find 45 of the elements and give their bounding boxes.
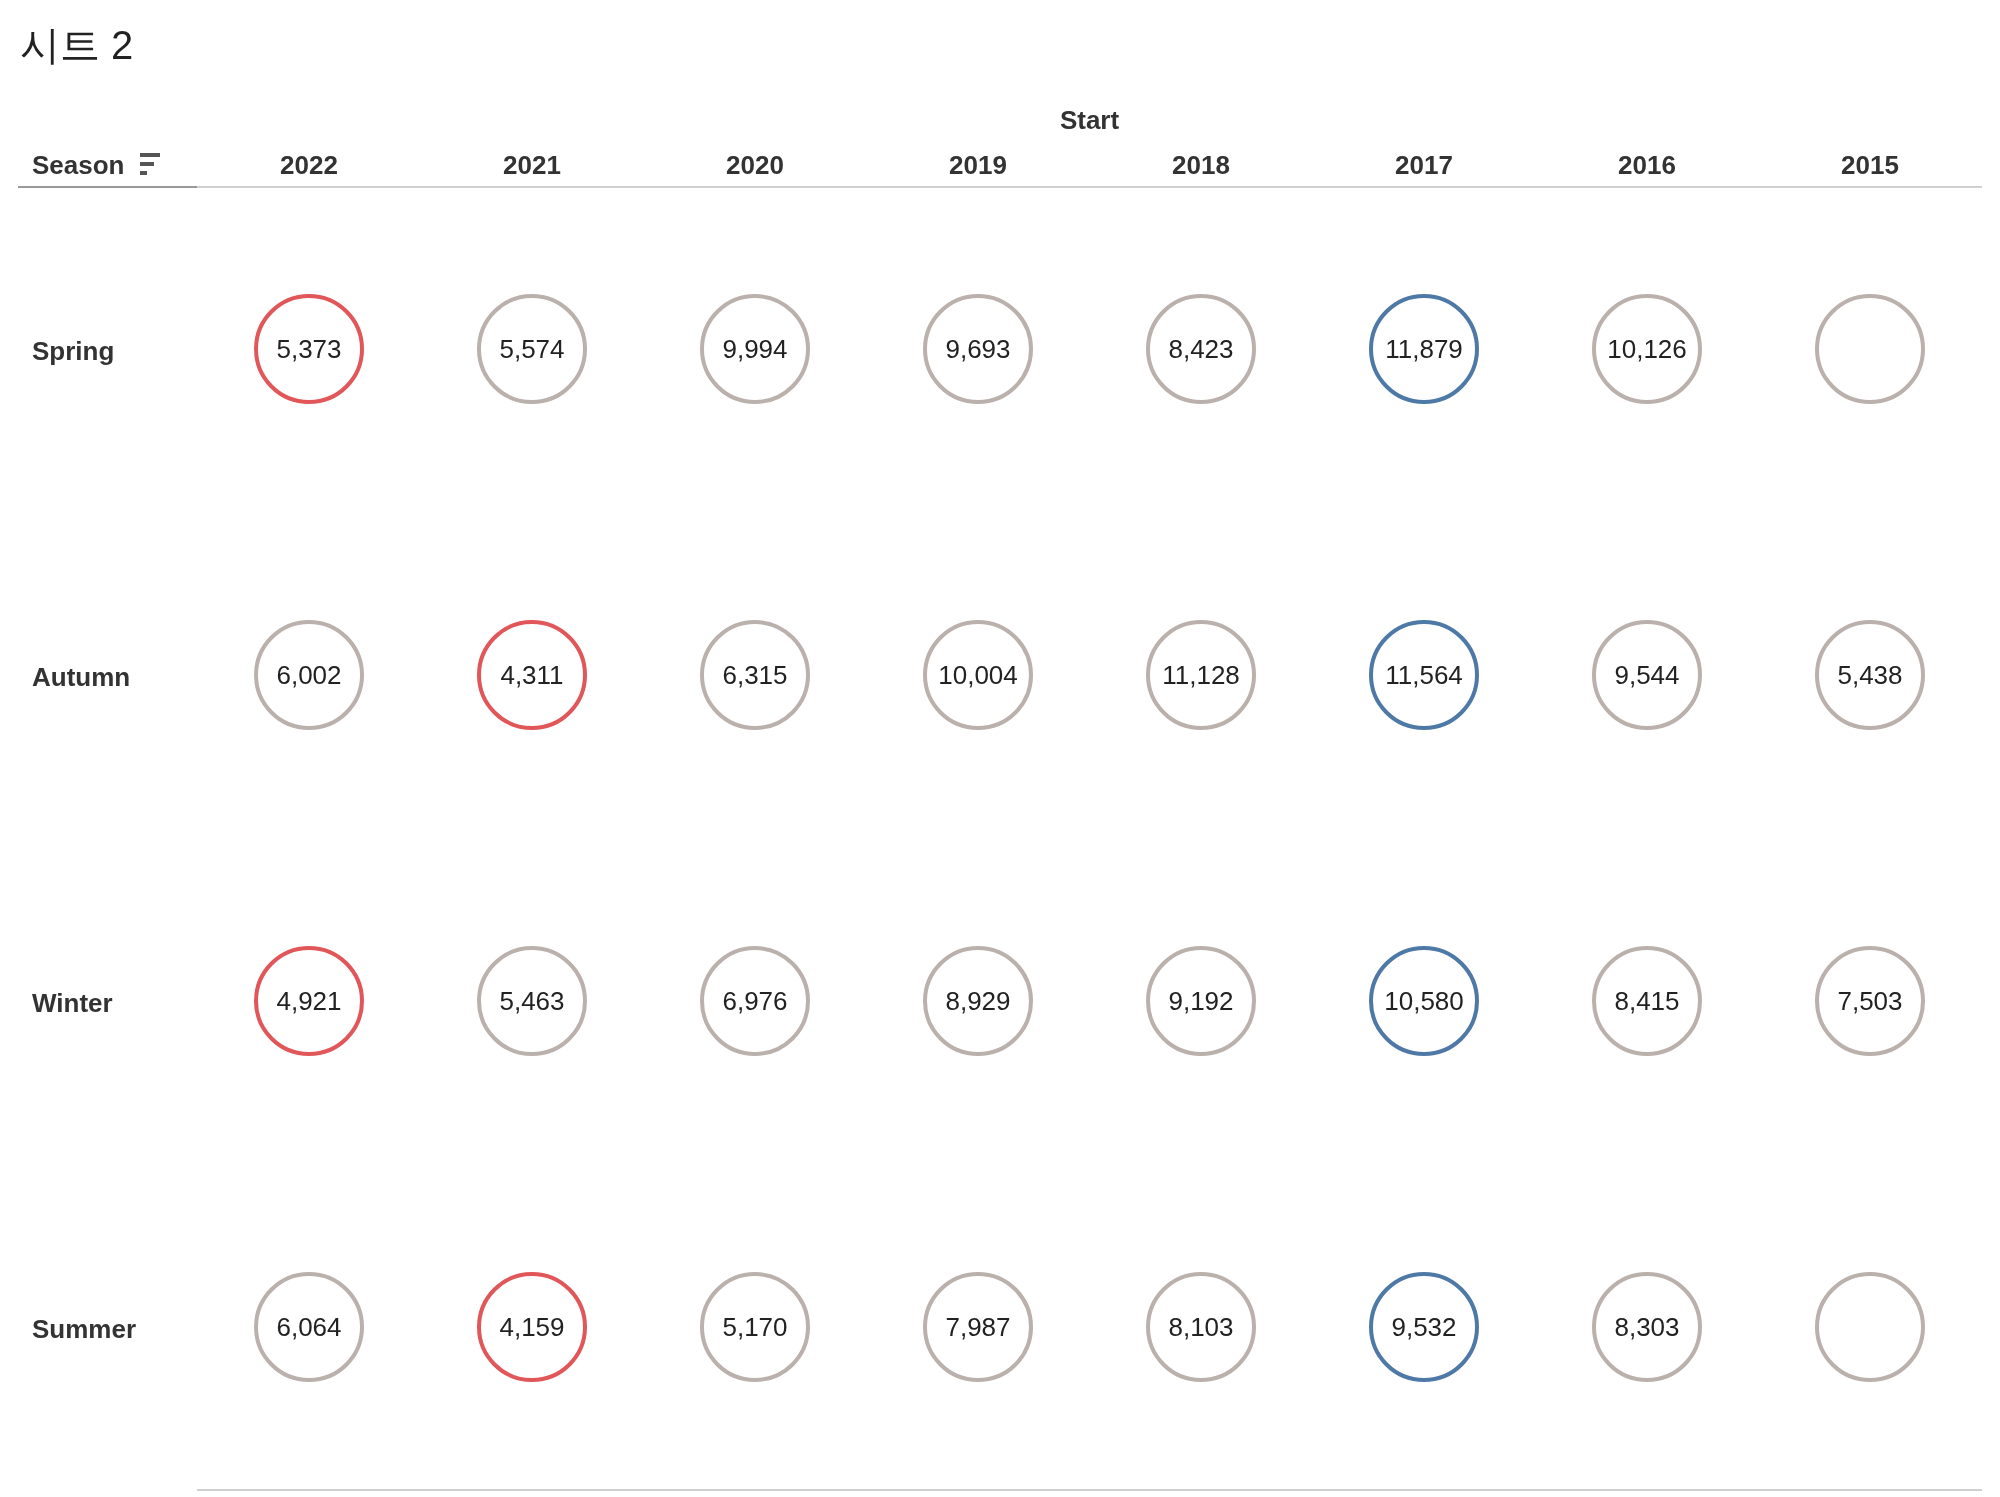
data-label: 4,159 xyxy=(499,1312,565,1342)
y-tick-label: Winter xyxy=(32,988,113,1018)
data-label: 5,463 xyxy=(499,986,565,1016)
data-label: 4,921 xyxy=(276,986,342,1016)
x-tick-label: 2018 xyxy=(1172,150,1230,180)
data-label: 6,976 xyxy=(722,986,788,1016)
data-label: 6,064 xyxy=(276,1312,342,1342)
data-label: 6,315 xyxy=(722,660,788,690)
data-label: 8,929 xyxy=(945,986,1011,1016)
data-label: 10,004 xyxy=(938,660,1018,690)
data-label: 4,311 xyxy=(500,660,564,690)
chart-title: 시트 2 xyxy=(20,23,134,67)
data-label: 6,002 xyxy=(276,660,342,690)
data-label: 5,574 xyxy=(499,334,565,364)
data-label: 5,373 xyxy=(276,334,342,364)
x-tick-label: 2021 xyxy=(503,150,561,180)
data-label: 10,580 xyxy=(1384,986,1464,1016)
y-tick-label: Autumn xyxy=(32,662,131,692)
data-label: 5,170 xyxy=(722,1312,788,1342)
data-label: 5,438 xyxy=(1837,660,1903,690)
x-tick-label: 2017 xyxy=(1395,150,1453,180)
data-label: 10,126 xyxy=(1607,334,1687,364)
y-tick-label: Summer xyxy=(32,1314,137,1344)
data-label: 11,879 xyxy=(1385,334,1463,364)
x-tick-label: 2016 xyxy=(1618,150,1676,180)
x-axis-title: Start xyxy=(1059,105,1120,135)
data-label: 11,128 xyxy=(1162,660,1240,690)
data-label: 7,987 xyxy=(945,1312,1011,1342)
x-tick-label: 2020 xyxy=(726,150,784,180)
data-label: 9,693 xyxy=(945,334,1011,364)
data-label: 8,103 xyxy=(1168,1312,1234,1342)
y-tick-label: Spring xyxy=(32,336,115,366)
data-label: 9,532 xyxy=(1391,1312,1457,1342)
data-label: 7,503 xyxy=(1837,986,1903,1016)
y-axis-title: Season xyxy=(32,150,125,180)
data-label: 8,423 xyxy=(1168,334,1234,364)
data-label: 9,994 xyxy=(722,334,788,364)
x-tick-label: 2019 xyxy=(949,150,1007,180)
x-tick-label: 2022 xyxy=(280,150,338,180)
x-tick-label: 2015 xyxy=(1841,150,1899,180)
data-label: 8,415 xyxy=(1614,986,1680,1016)
data-label: 8,303 xyxy=(1614,1312,1680,1342)
data-label: 9,544 xyxy=(1614,660,1680,690)
data-label: 9,192 xyxy=(1168,986,1234,1016)
data-label: 11,564 xyxy=(1385,660,1463,690)
